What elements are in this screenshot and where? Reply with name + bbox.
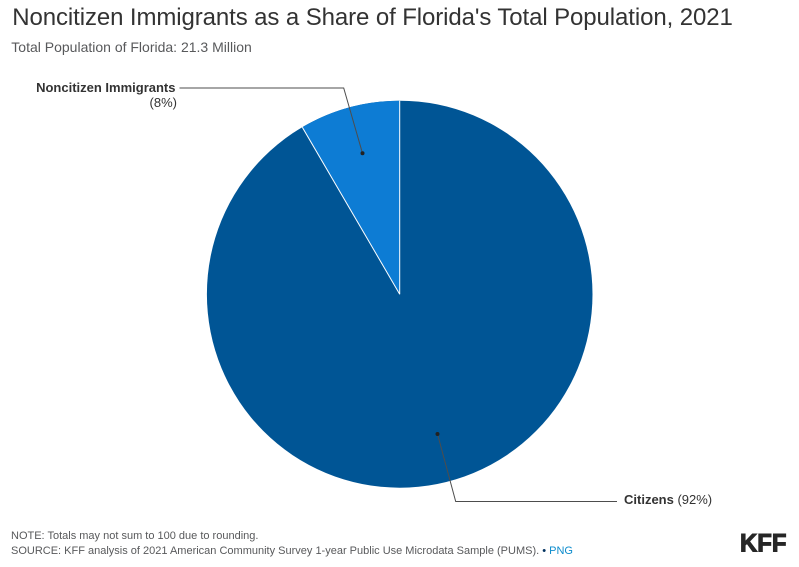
svg-text:KFF: KFF — [740, 529, 787, 557]
